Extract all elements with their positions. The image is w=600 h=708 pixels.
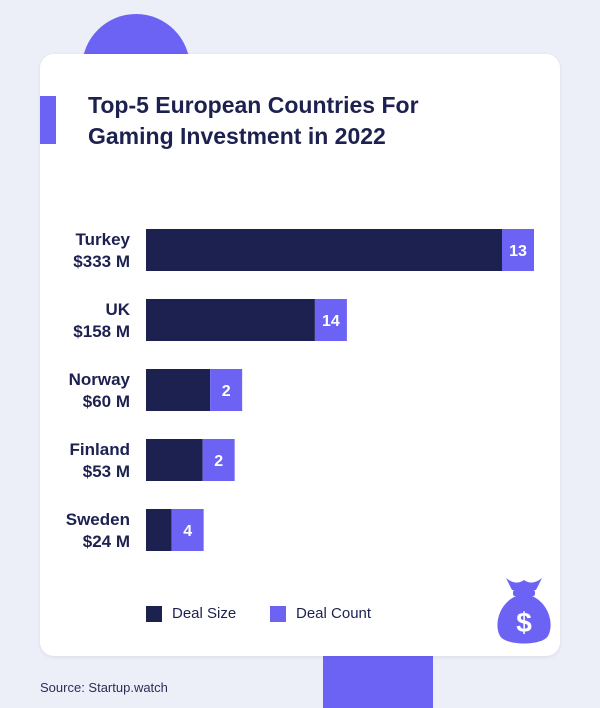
category-value-finland: $53 M xyxy=(83,462,130,481)
source-note: Source: Startup.watch xyxy=(40,680,168,695)
category-value-sweden: $24 M xyxy=(83,532,130,551)
chart-title-line-2: Gaming Investment in 2022 xyxy=(88,123,386,149)
legend-swatch-deal-count xyxy=(270,605,286,622)
bar-deal-count-sweden xyxy=(171,509,204,551)
category-label-sweden: Sweden xyxy=(66,510,130,529)
bar-deal-size-norway xyxy=(146,369,211,411)
chart-title-line-1: Top-5 European Countries For xyxy=(88,92,419,118)
bar-deal-size-finland xyxy=(146,439,203,481)
legend-label-deal-count: Deal Count xyxy=(296,605,372,622)
legend-item-deal-count: Deal Count xyxy=(270,605,371,622)
legend-item-deal-size: Deal Size xyxy=(146,605,236,622)
bar-deal-size-sweden xyxy=(146,509,172,551)
chart-card: Top-5 European Countries For Gaming Inve… xyxy=(40,54,560,656)
data-label-deal-count-finland: 2 xyxy=(214,453,223,470)
bar-deal-count-norway xyxy=(210,369,243,411)
category-label-turkey: Turkey xyxy=(76,230,131,249)
money-bag-icon: $ xyxy=(497,578,551,644)
category-value-uk: $158 M xyxy=(73,322,130,341)
data-label-deal-count-uk: 14 xyxy=(322,313,340,330)
bar-deal-count-uk xyxy=(314,299,347,341)
chart-title: Top-5 European Countries For Gaming Inve… xyxy=(88,90,518,152)
bar-deal-count-finland xyxy=(202,439,235,481)
bar-chart: 13 Turkey $333 M 14 UK $158 M 2 Norway $60 M 2 Fin… xyxy=(66,229,534,551)
data-label-deal-count-norway: 2 xyxy=(222,383,231,400)
category-label-norway: Norway xyxy=(69,370,131,389)
bar-deal-size-uk xyxy=(146,299,315,341)
bar-deal-count-turkey xyxy=(502,229,534,271)
category-value-turkey: $333 M xyxy=(73,252,130,271)
category-value-norway: $60 M xyxy=(83,392,130,411)
data-label-deal-count-turkey: 13 xyxy=(509,243,527,260)
bar-deal-size-turkey xyxy=(146,229,502,271)
data-label-deal-count-sweden: 4 xyxy=(183,523,192,540)
dollar-sign-glyph: $ xyxy=(516,607,532,638)
category-label-uk: UK xyxy=(105,300,130,319)
decorative-bottom-block xyxy=(323,656,433,708)
legend-label-deal-size: Deal Size xyxy=(172,605,237,622)
legend-swatch-deal-size xyxy=(146,605,162,622)
category-label-finland: Finland xyxy=(70,440,130,459)
title-accent-bar xyxy=(40,96,56,144)
